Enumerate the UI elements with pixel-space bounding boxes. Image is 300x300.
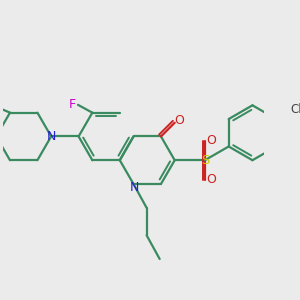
Text: N: N [130,182,140,194]
Text: N: N [46,130,56,143]
Text: O: O [175,114,184,127]
Text: O: O [206,134,216,147]
Text: Cl: Cl [290,103,300,116]
Text: F: F [69,98,76,111]
Text: O: O [206,173,216,186]
Text: S: S [201,154,209,167]
